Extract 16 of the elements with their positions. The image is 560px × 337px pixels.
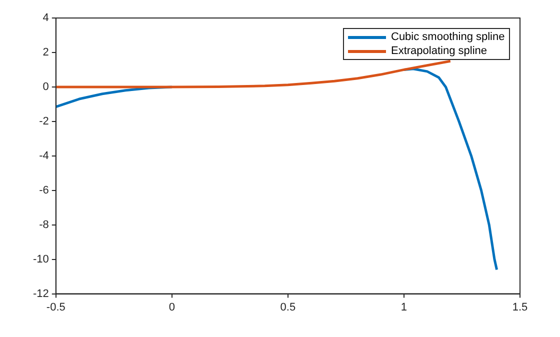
y-tick-label: 0	[42, 80, 49, 93]
x-tick-label: 0.5	[280, 301, 296, 314]
y-tick-label: -6	[39, 184, 49, 196]
y-tick-label: -10	[32, 253, 49, 266]
y-tick-label: -8	[39, 218, 49, 231]
x-tick-label: 1	[400, 301, 408, 314]
y-tick-label: 4	[42, 12, 49, 24]
x-tick-label: 1.5	[512, 301, 528, 314]
x-tick-label: 0	[168, 301, 175, 314]
y-tick-label: -12	[32, 288, 49, 300]
legend-label: Cubic smoothing spline	[391, 30, 505, 44]
x-tick-label: -0.5	[46, 301, 66, 314]
legend-label: Extrapolating spline	[391, 44, 488, 58]
y-tick-label: 2	[42, 46, 49, 59]
y-tick-label: -2	[39, 115, 49, 128]
y-tick-label: -4	[39, 150, 49, 162]
